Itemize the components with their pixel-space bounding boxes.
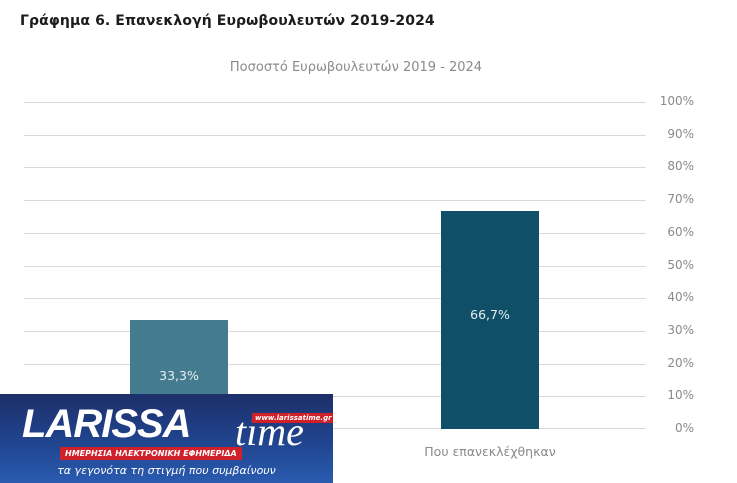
y-tick: 100% [659, 94, 694, 108]
gridline [24, 298, 646, 300]
logo-url: www.larissatime.gr [252, 413, 333, 423]
gridline [24, 265, 646, 267]
bar-value-label: 66,7% [470, 307, 510, 322]
gridline [24, 102, 646, 103]
bar-value-label: 33,3% [159, 368, 199, 383]
figure-heading: Γράφημα 6. Επανεκλογή Ευρωβουλευτών 2019… [20, 13, 435, 29]
y-tick: 0% [674, 421, 694, 435]
gridline [24, 167, 646, 169]
y-tick: 10% [667, 388, 694, 402]
y-tick: 20% [667, 356, 694, 370]
baseline [24, 428, 646, 429]
y-tick: 40% [667, 290, 694, 304]
gridline [24, 232, 646, 234]
larissatime-logo: LARISSA time www.larissatime.gr ΗΜΕΡΗΣΙΑ… [0, 394, 333, 483]
x-category-label: Που επανεκλέχθηκαν [424, 444, 556, 459]
y-tick: 50% [667, 258, 694, 272]
chart-title: Ποσοστό Ευρωβουλευτών 2019 - 2024 [229, 60, 483, 75]
logo-slogan: τα γεγονότα τη στιγμή που συμβαίνουν [57, 464, 276, 477]
gridline [24, 200, 646, 202]
logo-tagline: ΗΜΕΡΗΣΙΑ ΗΛΕΚΤΡΟΝΙΚΗ ΕΦΗΜΕΡΙΔΑ [60, 447, 242, 460]
bar-2: 66,7% [441, 211, 539, 429]
y-tick: 30% [667, 323, 694, 337]
gridline [24, 134, 646, 136]
gridline [24, 330, 646, 332]
gridline [24, 363, 646, 365]
logo-brand-main: LARISSA [22, 402, 192, 446]
plot-area: 33,3% 66,7% [24, 102, 646, 429]
y-tick: 70% [667, 192, 694, 206]
y-tick: 80% [667, 159, 694, 173]
y-tick: 90% [667, 127, 694, 141]
y-tick: 60% [667, 225, 694, 239]
gridline [24, 396, 646, 398]
